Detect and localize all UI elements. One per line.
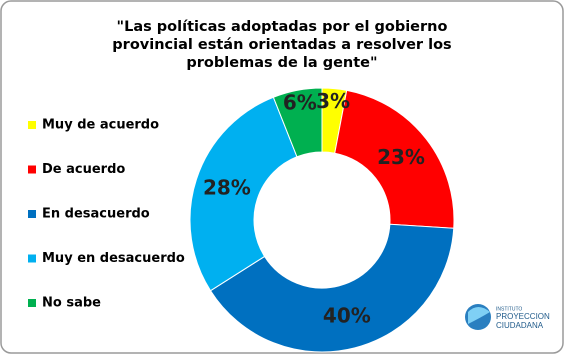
donut-slice <box>272 87 323 158</box>
logo-text: PROYECCION <box>496 312 550 321</box>
data-label: 3% <box>316 89 350 113</box>
legend-swatch <box>28 165 36 174</box>
data-label: 40% <box>323 303 371 327</box>
legend-label: Muy en desacuerdo <box>42 251 185 266</box>
logo-icon <box>468 307 490 324</box>
chart-title: provincial están orientadas a resolver l… <box>112 37 451 53</box>
logo-text: CIUDADANA <box>496 321 544 330</box>
legend-swatch <box>28 210 36 218</box>
donut-slice <box>189 96 298 292</box>
logo: INSTITUTO PROYECCION CIUDADANA <box>465 304 550 330</box>
chart-title: problemas de la gente" <box>186 55 377 71</box>
legend-swatch <box>28 254 36 263</box>
legend-label: De acuerdo <box>42 162 125 177</box>
data-label: 23% <box>377 145 425 169</box>
donut-slice <box>209 223 455 353</box>
data-label: 6% <box>283 91 317 115</box>
legend-label: Muy de acuerdo <box>42 118 159 133</box>
legend-label: No sabe <box>42 296 101 311</box>
data-label: 28% <box>203 176 251 200</box>
legend-label: En desacuerdo <box>42 207 150 222</box>
donut-slice <box>334 89 455 229</box>
legend-swatch <box>28 299 36 307</box>
logo-text: INSTITUTO <box>496 306 522 312</box>
legend-swatch <box>28 121 36 129</box>
chart-title: "Las políticas adoptadas por el gobierno <box>117 19 448 35</box>
